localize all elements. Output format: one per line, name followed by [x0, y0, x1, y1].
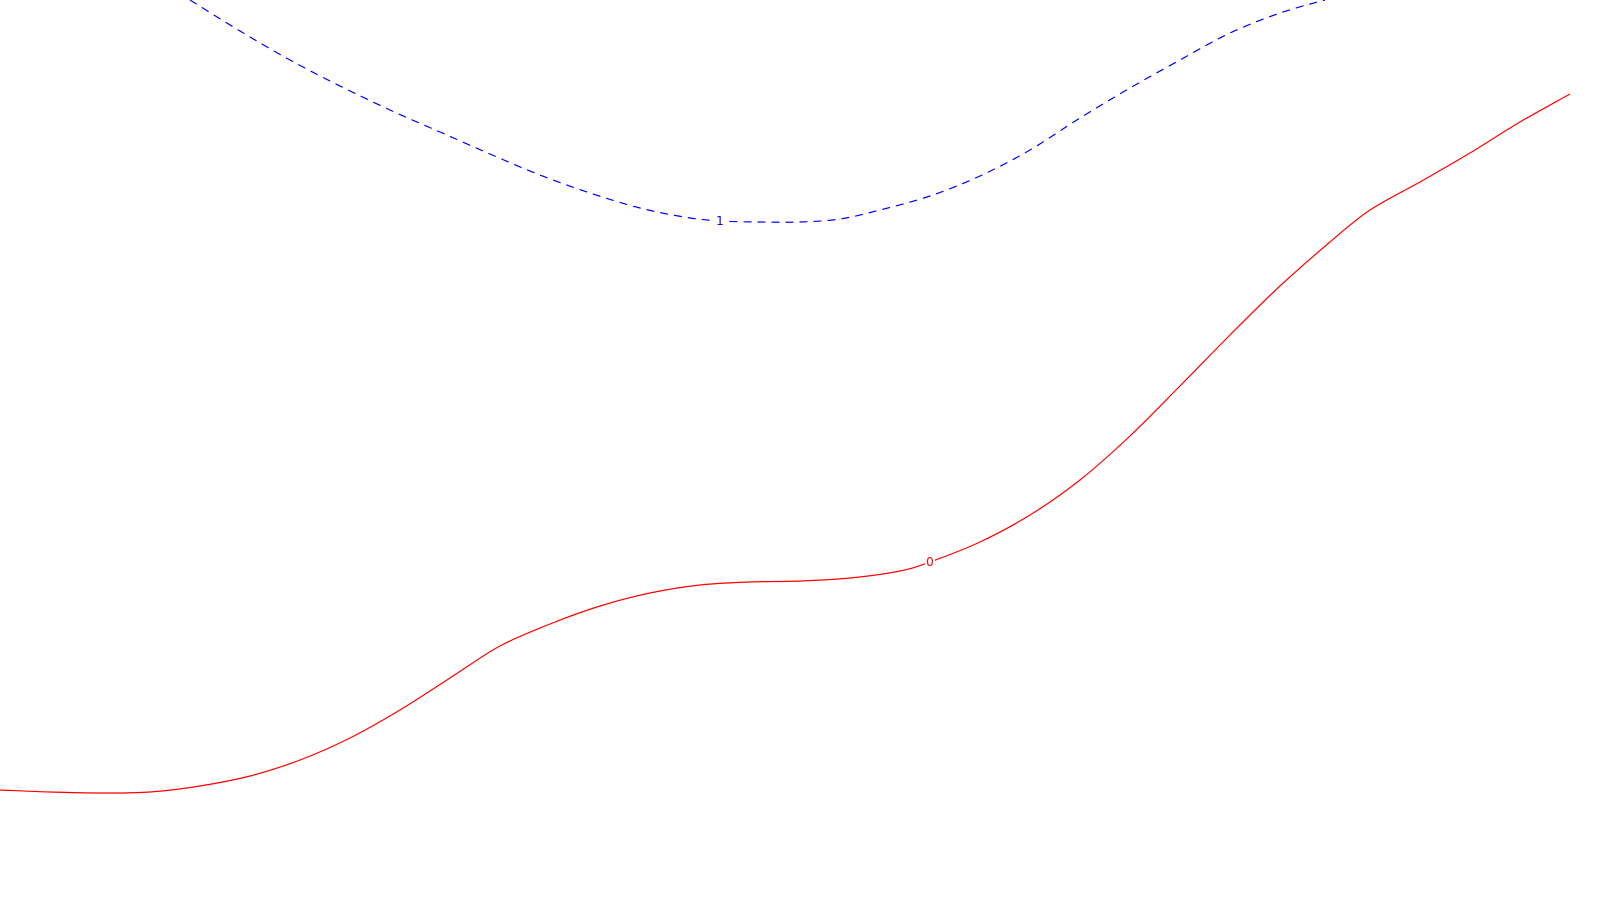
contour-0-line — [0, 93, 1571, 794]
contour-0-label: 0 — [926, 555, 934, 569]
contour-0-label-background — [925, 555, 935, 569]
contour-1-line — [189, 0, 1326, 223]
contour-1-label-background — [715, 214, 725, 228]
contour-1-label: 1 — [716, 214, 724, 228]
